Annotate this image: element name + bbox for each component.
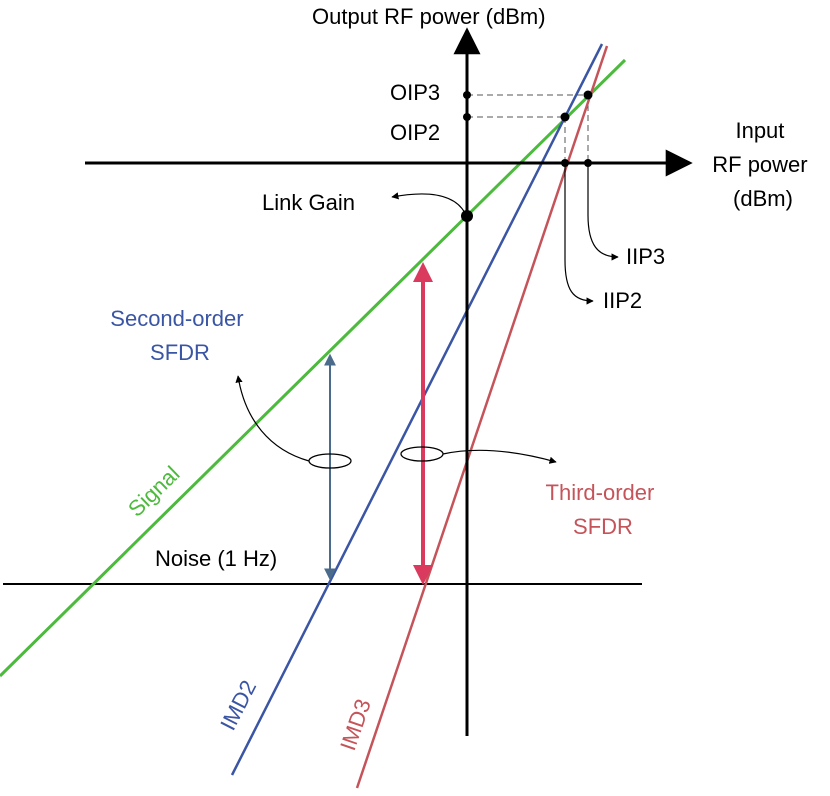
link-gain-callout xyxy=(391,192,466,214)
oip3-axis-point xyxy=(463,91,471,99)
imd3-label: IMD3 xyxy=(335,696,376,754)
imd2-label: IMD2 xyxy=(215,676,261,734)
noise-label: Noise (1 Hz) xyxy=(155,546,277,571)
second-order-sfdr-label: Second-order SFDR xyxy=(110,306,249,365)
second-order-callout xyxy=(235,375,310,462)
iip3-label: IIP3 xyxy=(626,244,665,269)
imd3-line xyxy=(355,45,609,789)
iip2-axis-point xyxy=(561,159,569,167)
iip2-label: IIP2 xyxy=(603,288,642,313)
y-axis-label: Output RF power (dBm) xyxy=(312,4,546,29)
link-gain-point xyxy=(461,210,473,222)
signal-label: Signal xyxy=(123,461,184,521)
link-gain-label: Link Gain xyxy=(262,190,355,215)
oip3-label: OIP3 xyxy=(390,80,440,105)
third-order-callout xyxy=(442,449,557,464)
oip2-axis-point xyxy=(463,113,471,121)
oip2-label: OIP2 xyxy=(390,120,440,145)
iip3-callout xyxy=(587,163,619,261)
imd2-line xyxy=(230,43,604,776)
third-order-sfdr-label: Third-order SFDR xyxy=(546,480,661,539)
iip2-callout xyxy=(564,163,594,305)
iip3-axis-point xyxy=(584,159,592,167)
ip3-intercept-point xyxy=(583,90,593,100)
ip2-intercept-point xyxy=(560,112,570,122)
x-axis-label: Input RF power (dBm) xyxy=(712,118,813,211)
